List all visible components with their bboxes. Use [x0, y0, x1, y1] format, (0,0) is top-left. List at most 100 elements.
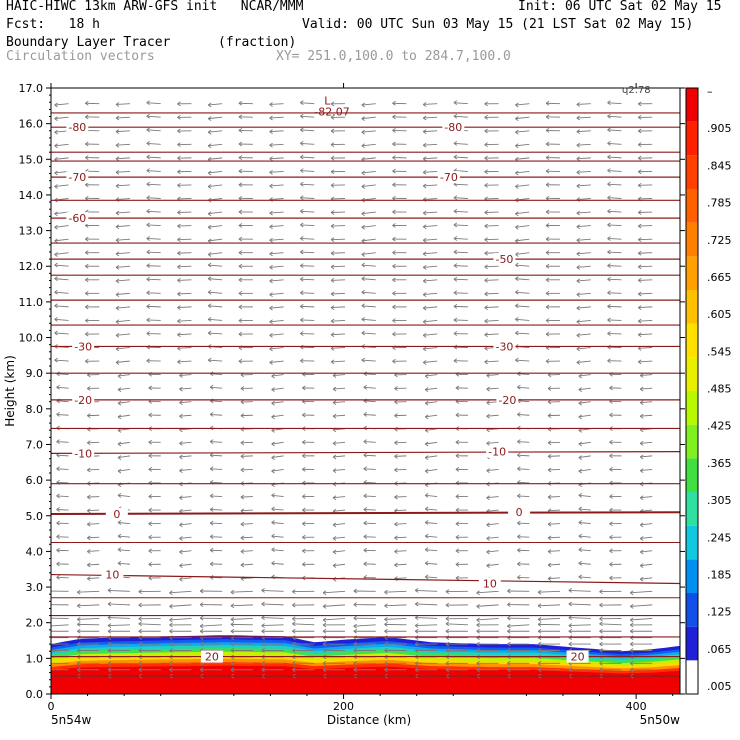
vector-arrow-214: [476, 604, 499, 609]
vector-shaft: [640, 536, 653, 539]
vector-head: [637, 318, 642, 324]
vector-head: [56, 412, 60, 417]
vector-arrow-244: [179, 576, 192, 582]
vector-arrow-920: [54, 116, 69, 122]
colorbar: [685, 87, 699, 695]
vector-arrow-828: [300, 181, 315, 187]
vector-head: [269, 319, 273, 325]
vector-shaft: [208, 225, 223, 228]
vector-arrow-450: [363, 439, 376, 444]
vector-shaft: [117, 387, 131, 391]
vector-arrow-137: [568, 635, 591, 641]
vector-arrow-240: [56, 575, 69, 580]
vector-head: [77, 616, 81, 622]
vector-arrow-625: [207, 316, 223, 322]
vector-shaft: [630, 590, 653, 594]
vector-head: [300, 304, 304, 309]
vector-arrow-847: [269, 169, 284, 175]
vector-shaft: [445, 623, 468, 626]
vector-arrow-710: [361, 262, 376, 268]
vector-shaft: [210, 454, 223, 457]
vector-shaft: [423, 170, 438, 173]
vector-head: [330, 332, 335, 338]
vector-shaft: [361, 130, 376, 133]
vector-head: [107, 641, 112, 647]
vector-shaft: [607, 197, 622, 199]
vector-head: [85, 277, 89, 283]
vector-head: [54, 224, 58, 230]
vector-head: [302, 562, 306, 567]
vector-head: [578, 520, 583, 525]
vector-shaft: [210, 400, 223, 403]
vector-shaft: [146, 210, 161, 213]
vector-arrow-623: [146, 317, 161, 323]
vector-shaft: [548, 577, 561, 580]
vector-shaft: [271, 562, 284, 565]
vector-shaft: [517, 468, 530, 470]
vector-arrow-955: [515, 102, 530, 108]
vector-arrow-645: [207, 303, 223, 309]
vector-arrow-409: [332, 468, 346, 473]
vector-head: [330, 210, 335, 215]
vector-head: [607, 222, 611, 228]
vector-arrow-959: [637, 101, 653, 107]
vector-arrow-686: [238, 277, 253, 283]
vector-shaft: [117, 468, 131, 472]
colorbar-label: .785: [707, 197, 732, 210]
vector-arrow-802: [115, 197, 131, 202]
vector-arrow-209: [322, 604, 346, 609]
vector-arrow-480: [56, 412, 69, 417]
vector-head: [148, 385, 152, 391]
vector-head: [177, 359, 181, 365]
vector-arrow-951: [392, 100, 407, 106]
vector-arrow-945: [207, 102, 223, 108]
vector-arrow-298: [609, 548, 622, 554]
vector-shaft: [515, 238, 530, 242]
vector-arrow-753: [453, 236, 468, 241]
vector-head: [292, 589, 296, 594]
vector-arrow-630: [361, 316, 376, 322]
vector-arrow-655: [515, 303, 530, 309]
vector-arrow-437: [578, 455, 591, 460]
vector-head: [85, 304, 89, 310]
vector-arrow-751: [392, 236, 407, 242]
vector-arrow-711: [392, 263, 407, 269]
vector-head: [639, 536, 644, 541]
vector-arrow-118: [599, 641, 622, 647]
vector-shaft: [87, 577, 100, 580]
vector-head: [486, 413, 490, 419]
vector-arrow-165: [199, 623, 223, 629]
vector-arrow-699: [637, 278, 653, 283]
vector-head: [115, 265, 120, 270]
vector-arrow-197: [568, 615, 591, 620]
vector-head: [422, 115, 427, 121]
vector-head: [261, 588, 265, 593]
vector-shaft: [515, 318, 530, 321]
vector-head: [576, 360, 581, 365]
vector-arrow-701: [85, 263, 100, 269]
vector-head: [199, 615, 204, 621]
vector-head: [85, 291, 89, 296]
vector-arrow-848: [300, 168, 315, 173]
vector-arrow-31: [384, 667, 407, 673]
vector-shaft: [208, 359, 223, 362]
vector-head: [517, 534, 521, 540]
vector-head: [599, 589, 603, 594]
y-tick-label: 4.0: [26, 545, 44, 558]
vector-head: [392, 114, 396, 120]
vector-arrow-185: [199, 615, 223, 621]
vector-shaft: [331, 279, 346, 281]
vector-head: [576, 115, 581, 121]
vector-head: [515, 224, 519, 230]
vector-arrow-443: [148, 439, 161, 445]
vector-head: [238, 155, 243, 160]
vector-arrow-148: [292, 628, 315, 634]
vector-arrow-736: [545, 250, 561, 256]
vector-arrow-299: [639, 549, 653, 555]
vector-shaft: [177, 360, 192, 363]
vector-shaft: [423, 238, 438, 241]
vector-head: [240, 454, 245, 459]
vector-arrow-416: [547, 467, 561, 473]
vector-head: [384, 648, 388, 653]
vector-arrow-393: [455, 480, 468, 486]
